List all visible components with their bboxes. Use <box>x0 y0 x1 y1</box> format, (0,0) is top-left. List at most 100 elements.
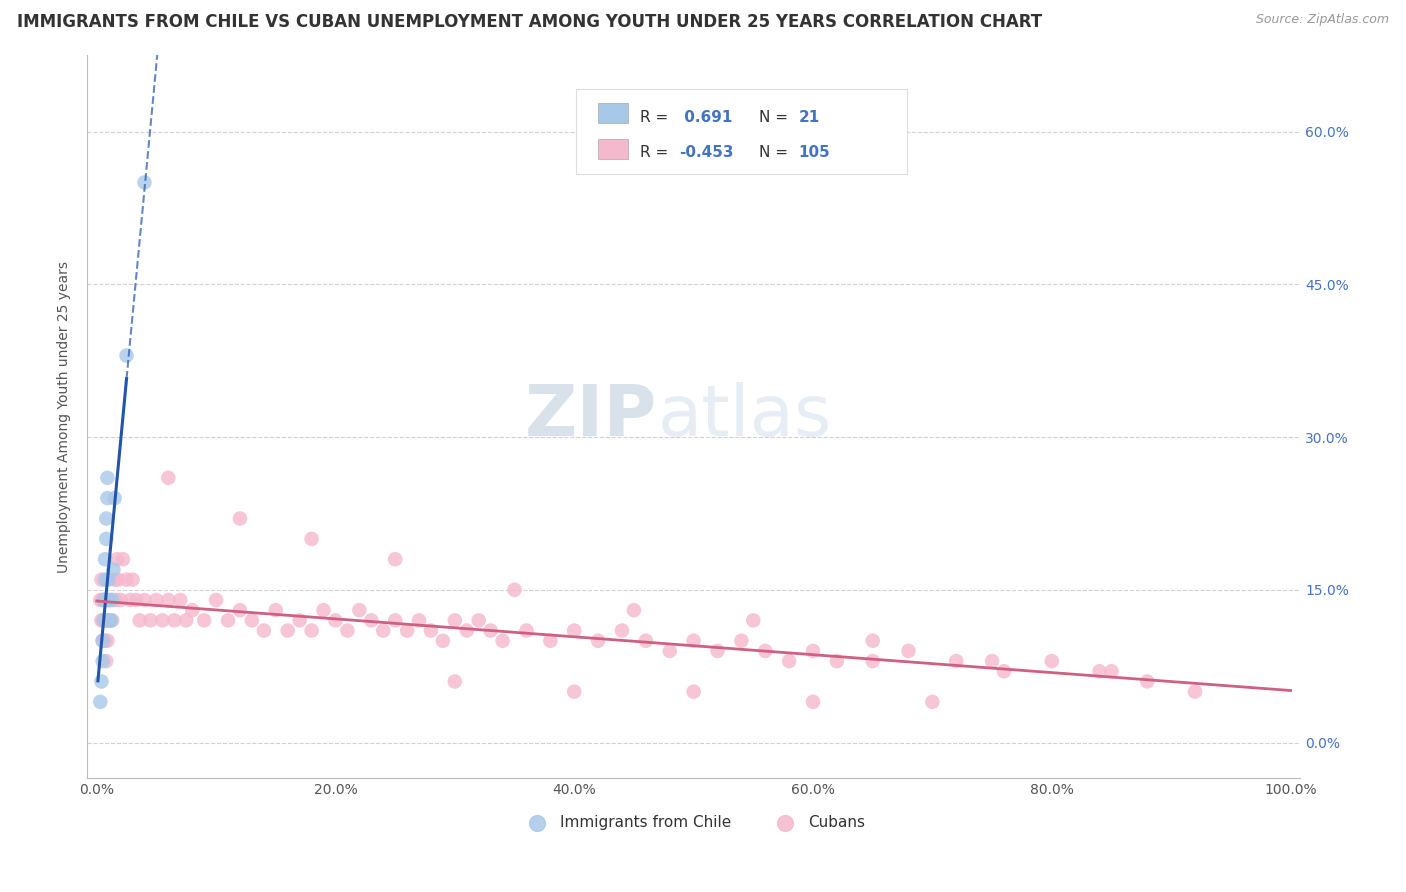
Point <box>336 624 359 638</box>
Point <box>134 593 156 607</box>
Point <box>96 491 118 505</box>
Point <box>444 613 467 627</box>
Point <box>91 633 114 648</box>
Point <box>101 613 124 627</box>
Point <box>91 654 114 668</box>
Point <box>610 624 633 638</box>
Point <box>93 633 115 648</box>
Point <box>97 573 120 587</box>
Point <box>96 613 118 627</box>
Point <box>120 593 142 607</box>
Point <box>384 552 406 566</box>
Point <box>181 603 204 617</box>
Point <box>94 633 117 648</box>
Point <box>801 644 824 658</box>
Point <box>97 593 120 607</box>
Point <box>93 613 115 627</box>
Text: R =: R = <box>640 110 673 125</box>
Point <box>456 624 478 638</box>
Point <box>139 613 162 627</box>
Point <box>98 613 121 627</box>
Text: atlas: atlas <box>657 382 831 451</box>
Point <box>730 633 752 648</box>
Point <box>94 613 117 627</box>
Point <box>277 624 299 638</box>
Point <box>157 593 180 607</box>
Point <box>706 644 728 658</box>
Text: IMMIGRANTS FROM CHILE VS CUBAN UNEMPLOYMENT AMONG YOUTH UNDER 25 YEARS CORRELATI: IMMIGRANTS FROM CHILE VS CUBAN UNEMPLOYM… <box>17 13 1042 31</box>
Point <box>742 613 765 627</box>
Point <box>1184 684 1206 698</box>
Point <box>229 511 252 525</box>
Point <box>921 695 943 709</box>
Point <box>288 613 311 627</box>
Point <box>104 573 127 587</box>
Point <box>432 633 454 648</box>
Y-axis label: Unemployment Among Youth under 25 years: Unemployment Among Youth under 25 years <box>58 260 72 573</box>
Point <box>96 532 118 546</box>
Point <box>420 624 443 638</box>
Point <box>312 603 335 617</box>
Point <box>623 603 645 617</box>
Point <box>396 624 419 638</box>
Point <box>503 582 526 597</box>
Point <box>93 593 115 607</box>
Point <box>862 633 884 648</box>
Point <box>93 593 115 607</box>
Text: N =: N = <box>759 145 793 161</box>
Point <box>384 613 406 627</box>
Point <box>515 624 537 638</box>
Text: ZIP: ZIP <box>524 382 657 451</box>
Point <box>105 552 128 566</box>
Point <box>90 674 112 689</box>
Point <box>90 573 112 587</box>
Point <box>1101 665 1123 679</box>
Text: 105: 105 <box>799 145 831 161</box>
Point <box>586 633 609 648</box>
Point <box>94 593 117 607</box>
Point <box>91 633 114 648</box>
Point <box>240 613 263 627</box>
Point <box>491 633 513 648</box>
Point <box>93 613 115 627</box>
Point <box>1040 654 1063 668</box>
Point <box>897 644 920 658</box>
Point <box>1088 665 1111 679</box>
Point <box>107 573 129 587</box>
Point <box>104 491 127 505</box>
Point <box>1136 674 1159 689</box>
Point <box>163 613 186 627</box>
Point <box>253 624 276 638</box>
Point <box>682 633 704 648</box>
Point <box>96 654 118 668</box>
Point <box>373 624 395 638</box>
Point <box>538 633 561 648</box>
Point <box>101 593 124 607</box>
Text: R =: R = <box>640 145 673 161</box>
Point <box>103 562 125 576</box>
Point <box>96 593 118 607</box>
Point <box>111 552 134 566</box>
Point <box>467 613 489 627</box>
Point <box>94 552 117 566</box>
Point <box>90 613 112 627</box>
Point <box>97 593 120 607</box>
Point <box>96 471 118 485</box>
Point <box>825 654 848 668</box>
Point <box>301 532 323 546</box>
Point <box>110 593 132 607</box>
Legend: Immigrants from Chile, Cubans: Immigrants from Chile, Cubans <box>516 808 872 836</box>
Point <box>862 654 884 668</box>
Point <box>682 684 704 698</box>
Point <box>778 654 800 668</box>
Point <box>150 613 173 627</box>
Point <box>169 593 191 607</box>
Point <box>264 603 287 617</box>
Point <box>229 603 252 617</box>
Text: Source: ZipAtlas.com: Source: ZipAtlas.com <box>1256 13 1389 27</box>
Point <box>658 644 681 658</box>
Point <box>157 471 180 485</box>
Point <box>91 613 114 627</box>
Point <box>479 624 502 638</box>
Point <box>349 603 371 617</box>
